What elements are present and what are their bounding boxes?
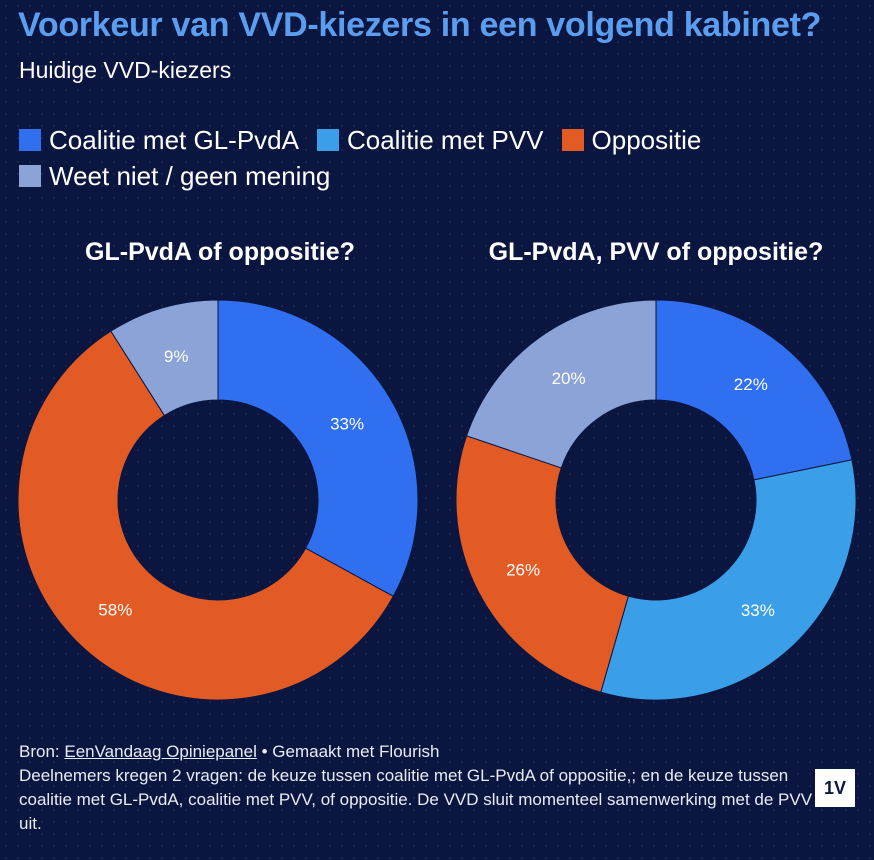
donut-chart-right: 22% 33% 26% 20%	[455, 299, 857, 701]
legend: Coalitie met GL-PvdA Coalitie met PVV Op…	[19, 125, 779, 191]
page-subtitle: Huidige VVD-kiezers	[19, 57, 232, 83]
source-link[interactable]: EenVandaag Opiniepanel	[64, 742, 257, 761]
legend-item-oppositie: Oppositie	[561, 124, 702, 155]
slice-label: 58%	[98, 600, 132, 619]
chart-title-left: GL-PvdA of oppositie?	[85, 238, 355, 266]
legend-item-pvv: Coalitie met PVV	[316, 124, 544, 155]
legend-label: Oppositie	[591, 124, 702, 155]
source-suffix: • Gemaakt met Flourish	[256, 742, 440, 761]
legend-swatch	[19, 165, 41, 187]
legend-label: Weet niet / geen mening	[49, 160, 331, 191]
legend-item-weet-niet: Weet niet / geen mening	[19, 161, 330, 191]
chart-title-right: GL-PvdA, PVV of oppositie?	[488, 238, 824, 266]
slice-label: 9%	[164, 347, 189, 366]
legend-swatch	[316, 129, 339, 151]
slice-label: 26%	[506, 561, 540, 580]
slice-label: 33%	[741, 601, 775, 620]
source-prefix: Bron:	[19, 742, 65, 761]
legend-swatch	[561, 129, 584, 151]
donut-slice	[110, 299, 219, 417]
eenvandaag-logo: 1V	[815, 769, 855, 807]
donut-slice	[465, 299, 657, 469]
page-title: Voorkeur van VVD-kiezers in een volgend …	[18, 6, 822, 44]
donut-chart-left: 33% 58% 9%	[17, 299, 419, 701]
slice-label: 33%	[330, 415, 364, 434]
footer: Bron: EenVandaag Opiniepanel • Gemaakt m…	[19, 740, 819, 836]
slice-label: 22%	[734, 375, 768, 394]
source-line: Bron: EenVandaag Opiniepanel • Gemaakt m…	[19, 740, 819, 764]
donut-slice	[17, 330, 394, 701]
legend-label: Coalitie met GL-PvdA	[49, 124, 299, 155]
slice-label: 20%	[552, 369, 586, 388]
legend-swatch	[19, 129, 41, 151]
legend-item-gl-pvda: Coalitie met GL-PvdA	[19, 125, 299, 155]
donut-slice	[655, 299, 853, 481]
donut-slice	[217, 299, 419, 598]
legend-label: Coalitie met PVV	[346, 124, 544, 155]
donut-slice	[600, 459, 857, 701]
donut-slice	[455, 435, 629, 693]
footer-note: Deelnemers kregen 2 vragen: de keuze tus…	[19, 766, 813, 833]
